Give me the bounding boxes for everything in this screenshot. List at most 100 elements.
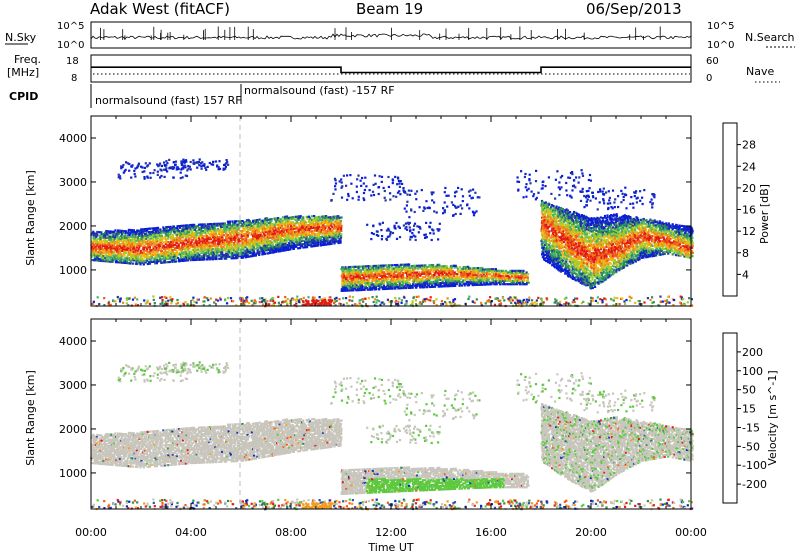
power-cell <box>302 216 304 218</box>
power-cell <box>272 243 274 245</box>
power-cell <box>315 216 317 218</box>
power-cell <box>198 254 200 256</box>
power-cell <box>165 251 167 253</box>
power-cell <box>262 220 264 222</box>
power-cell <box>92 231 94 233</box>
power-cell <box>102 255 104 257</box>
power-cell <box>242 238 244 240</box>
power-cell <box>217 228 219 230</box>
power-cell <box>302 246 304 248</box>
power-cell <box>161 243 163 245</box>
power-cell <box>183 225 185 227</box>
freq-frame <box>91 55 691 82</box>
power-cell <box>164 246 166 248</box>
power-cell <box>282 216 284 218</box>
power-cell <box>293 243 295 245</box>
power-cell <box>202 223 204 225</box>
power-cell <box>293 223 295 225</box>
power-cell <box>155 247 157 249</box>
power-cell <box>304 220 306 222</box>
nsky-label: N.Sky <box>5 31 37 44</box>
power-cell <box>125 230 127 232</box>
date-title: 06/Sep/2013 <box>586 0 682 18</box>
power-cell <box>300 215 302 217</box>
freq-panel: Freq. [MHz] 18 8 60 0 Nave <box>7 53 780 84</box>
power-cell <box>218 258 220 260</box>
power-cell <box>101 242 103 244</box>
power-cell <box>173 237 175 239</box>
power-cell <box>185 251 187 253</box>
beam-title: Beam 19 <box>356 0 423 18</box>
freq-tick-bottom: 8 <box>71 73 77 84</box>
power-cell <box>202 230 204 232</box>
power-cell <box>286 215 288 217</box>
power-cell <box>176 250 178 252</box>
nsearch-tick-bottom: 10^0 <box>707 40 734 51</box>
power-cell <box>271 218 273 220</box>
cpid-panel: CPID normalsound (fast) 157 RF normalsou… <box>9 84 395 108</box>
freq-unit: [MHz] <box>7 66 39 79</box>
power-cell <box>292 216 294 218</box>
power-cell <box>161 235 163 237</box>
power-cell <box>143 263 145 265</box>
power-cell <box>325 230 327 232</box>
power-cell <box>120 253 122 255</box>
cpid-label: CPID <box>9 90 38 103</box>
power-cell <box>149 228 151 230</box>
power-cell <box>235 220 237 222</box>
power-cell <box>267 239 269 241</box>
power-cell <box>141 235 143 237</box>
nave-label: Nave <box>746 65 774 78</box>
power-cell <box>209 257 211 259</box>
nsky-tick-bottom: 10^0 <box>57 40 84 51</box>
power-cell <box>272 233 274 235</box>
cpid-segment-1: normalsound (fast) 157 RF <box>95 94 242 107</box>
power-cell <box>157 227 159 229</box>
power-cell <box>178 243 180 245</box>
power-cell <box>150 249 152 251</box>
power-cell <box>260 232 262 234</box>
station-title: Adak West (fitACF) <box>90 0 230 18</box>
power-cell <box>131 229 133 231</box>
power-cell <box>96 234 98 236</box>
power-cell <box>224 222 226 224</box>
power-cell <box>318 226 320 228</box>
power-cell <box>296 227 298 229</box>
power-cell <box>169 261 171 263</box>
power-cell <box>242 225 244 227</box>
power-cell <box>173 225 175 227</box>
nsky-panel: N.Sky 10^5 10^0 10^5 10^0 N.Search <box>5 21 795 51</box>
power-cell <box>269 237 271 239</box>
power-cell <box>166 261 168 263</box>
power-cell <box>229 221 231 223</box>
power-cell <box>273 231 275 233</box>
nsearch-label: N.Search <box>745 31 795 44</box>
power-cell <box>223 234 225 236</box>
power-cell <box>282 219 284 221</box>
nsky-trace <box>91 26 691 40</box>
power-cell <box>241 230 243 232</box>
power-cell <box>134 231 136 233</box>
nsearch-tick-top: 10^5 <box>707 21 734 32</box>
power-cell <box>212 248 214 250</box>
power-cell <box>225 251 227 253</box>
power-cell <box>269 228 271 230</box>
power-cell <box>231 220 233 222</box>
power-cell <box>114 229 116 231</box>
power-cell <box>161 250 163 252</box>
power-cell <box>172 249 174 251</box>
power-cell <box>194 225 196 227</box>
power-cell <box>250 222 252 224</box>
freq-label: Freq. <box>14 53 41 66</box>
power-cell <box>238 220 240 222</box>
power-cell <box>202 235 204 237</box>
power-cell <box>257 220 259 222</box>
nsky-tick-top: 10^5 <box>57 21 84 32</box>
power-cell <box>211 223 213 225</box>
power-cell <box>125 252 127 254</box>
power-cell <box>132 263 134 265</box>
power-cell <box>288 220 290 222</box>
power-cell <box>308 216 310 218</box>
power-cell <box>328 216 330 218</box>
